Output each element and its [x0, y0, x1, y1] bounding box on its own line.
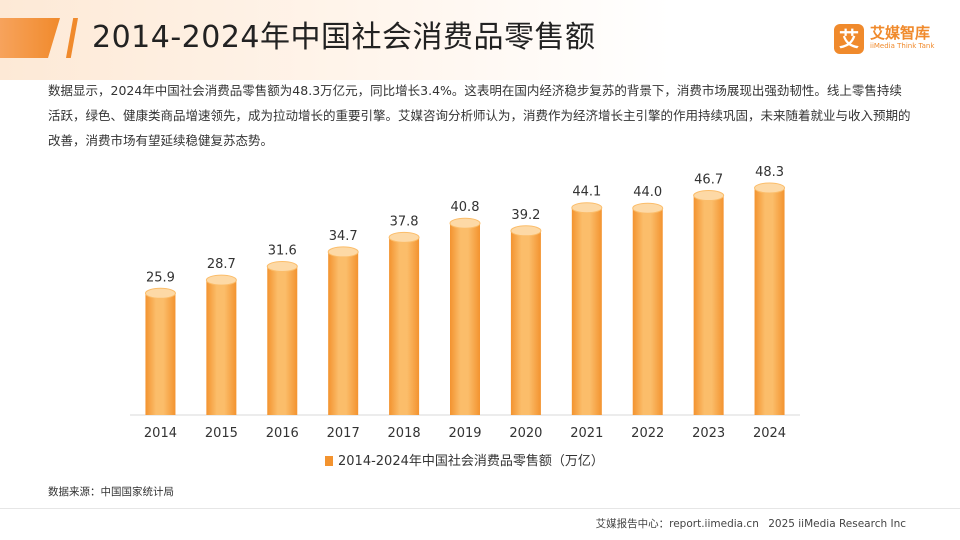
report-center-link[interactable]: 艾媒报告中心：report.iimedia.cn — [595, 518, 759, 530]
x-tick-label: 2019 — [448, 426, 481, 441]
footer: 艾媒报告中心：report.iimedia.cn 2025 iiMedia Re… — [590, 516, 906, 531]
data-label: 44.1 — [572, 185, 601, 200]
x-tick-label: 2016 — [266, 426, 299, 441]
data-label: 46.7 — [694, 173, 723, 188]
data-label: 44.0 — [633, 185, 662, 200]
x-tick-label: 2018 — [388, 426, 421, 441]
bar — [145, 293, 176, 415]
bar-top — [754, 182, 786, 194]
bar — [389, 237, 420, 415]
logo-name: 艾媒智库 — [870, 24, 931, 42]
x-tick-label: 2014 — [144, 426, 177, 441]
bar-top — [693, 190, 725, 202]
bar — [450, 223, 480, 415]
bar-top — [632, 202, 664, 214]
bar — [693, 195, 724, 415]
legend-label: 2014-2024年中国社会消费品零售额（万亿） — [338, 453, 604, 469]
bar-top — [144, 287, 176, 299]
logo-english-name: iiMedia Think Tank — [870, 42, 935, 50]
bar-chart: 25.9 2014 28.7 2015 31.6 2016 34.7 2017 37.8 2018… — [130, 165, 800, 469]
x-tick-label: 2017 — [327, 426, 360, 441]
bar-top — [388, 231, 420, 243]
bar-top — [571, 202, 603, 214]
copyright: 2025 iiMedia Research Inc — [768, 518, 906, 530]
data-label: 28.7 — [207, 257, 236, 272]
data-label: 25.9 — [146, 270, 175, 285]
x-tick-label: 2015 — [205, 426, 238, 441]
bar — [571, 207, 602, 415]
bar — [754, 187, 785, 415]
data-label: 37.8 — [390, 214, 419, 229]
bar — [510, 230, 541, 415]
x-tick-label: 2024 — [753, 426, 786, 441]
data-label: 31.6 — [268, 243, 297, 258]
data-label: 48.3 — [755, 165, 784, 180]
x-tick-label: 2021 — [570, 426, 603, 441]
data-source: 数据来源：中国国家统计局 — [48, 486, 174, 498]
bar-top — [205, 274, 237, 286]
data-label: 39.2 — [511, 208, 540, 223]
bar-top — [510, 225, 542, 237]
data-label: 40.8 — [451, 200, 480, 215]
title-accent-bar — [0, 18, 60, 58]
bar-top — [449, 217, 481, 229]
bar — [267, 266, 298, 415]
intro-paragraph: 数据显示，2024年中国社会消费品零售额为48.3万亿元，同比增长3.4%。这表… — [48, 83, 911, 148]
page-title: 2014-2024年中国社会消费品零售额 — [92, 20, 596, 55]
footer-divider — [0, 508, 960, 509]
bar — [328, 251, 359, 415]
bar — [206, 280, 237, 415]
bar — [632, 208, 663, 415]
logo-icon: 艾 — [834, 24, 864, 54]
header-band — [0, 0, 960, 80]
legend-swatch — [325, 456, 333, 466]
bar-top — [266, 260, 298, 272]
x-tick-label: 2020 — [509, 426, 542, 441]
data-label: 34.7 — [329, 229, 358, 244]
bar-top — [327, 246, 359, 258]
x-tick-label: 2023 — [692, 426, 725, 441]
x-tick-label: 2022 — [631, 426, 664, 441]
